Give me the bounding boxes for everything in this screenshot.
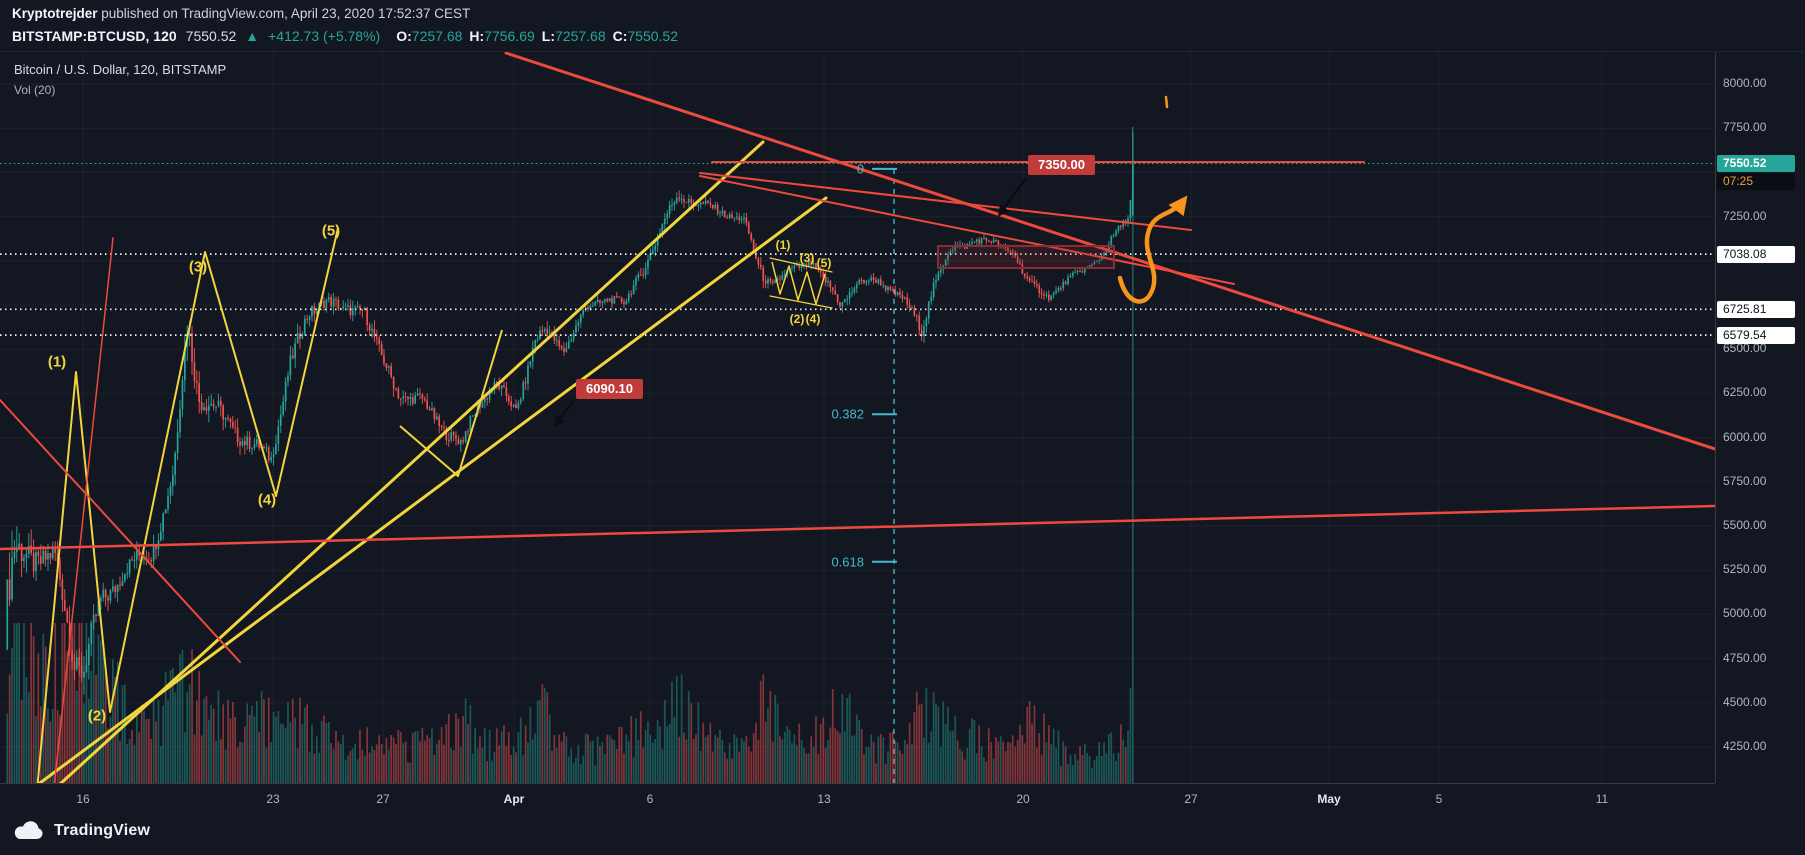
yellow-trendline-upper	[58, 140, 765, 783]
level-price-badge: 6579.54	[1717, 326, 1795, 344]
time-axis-label: 16	[76, 792, 90, 806]
ohlc-value-l: 7257.68	[555, 28, 606, 44]
callout-arrow-1	[553, 399, 575, 427]
ohlc-label-c: C:	[612, 28, 628, 44]
ohlc-value-h: 7756.69	[484, 28, 535, 44]
volume-series	[6, 132, 1134, 783]
time-axis[interactable]: 16 23 27 Apr 6 13 20 27 May 5 11	[0, 783, 1715, 815]
red-support-long	[0, 504, 1715, 551]
level-price-badge: 6725.81	[1717, 300, 1795, 318]
price-change: +412.73 (+5.78%)	[268, 28, 381, 44]
red-left-falling	[0, 399, 241, 663]
legend-symbol-title[interactable]: Bitcoin / U.S. Dollar, 120, BITSTAMP	[14, 62, 227, 77]
header-divider	[0, 51, 1805, 52]
chart-legend: Bitcoin / U.S. Dollar, 120, BITSTAMP Vol…	[14, 62, 226, 97]
red-fan-lower	[699, 175, 1235, 285]
callout-arrow-0	[998, 177, 1028, 217]
price-axis-label: 6500.00	[1723, 341, 1767, 356]
mini-wedge-upper	[769, 257, 833, 273]
time-axis-label: 27	[1184, 792, 1198, 806]
symbol-status-row: BITSTAMP:BTCUSD, 120 7550.52 ▲ +412.73 (…	[12, 28, 678, 44]
time-axis-label: 11	[1595, 792, 1609, 806]
red-trendline-major	[504, 52, 1715, 451]
level-lines	[0, 162, 1715, 336]
orange-tick-mark	[1164, 95, 1169, 109]
price-axis-label: 7750.00	[1723, 120, 1767, 135]
trendline-drawings	[0, 52, 1715, 783]
candlestick-series	[6, 127, 1134, 695]
price-axis-label: 4250.00	[1723, 739, 1767, 753]
price-axis-label: 5000.00	[1723, 606, 1767, 621]
last-price: 7550.52	[185, 28, 237, 44]
time-axis-label: 5	[1435, 792, 1443, 806]
tradingview-logo[interactable]: TradingView	[12, 820, 150, 842]
bar-countdown-badge: 07:25	[1717, 173, 1795, 191]
tradingview-cloud-icon	[14, 821, 43, 840]
fibonacci-retracement	[872, 167, 897, 783]
price-axis-label: 5750.00	[1723, 473, 1767, 488]
red-left-rising	[53, 237, 114, 783]
current-price-badge: 7550.52	[1717, 154, 1795, 172]
wave-v-line	[399, 329, 503, 477]
ohlc-label-h: H:	[469, 28, 485, 44]
ohlc-label-o: O:	[396, 28, 412, 44]
mini-wedge-lower	[769, 295, 833, 309]
time-axis-label: 23	[266, 792, 280, 806]
price-axis-label: 8000.00	[1723, 76, 1767, 90]
price-axis[interactable]: 8000.00 7750.00 7250.00 6500.00 6250.00 6000.…	[1715, 52, 1805, 783]
price-axis-label: 6000.00	[1723, 429, 1767, 444]
price-axis-label: 7250.00	[1723, 208, 1767, 223]
ohlc-value-c: 7550.52	[627, 28, 678, 44]
time-axis-label: Apr	[503, 792, 525, 806]
time-axis-label: 27	[376, 792, 390, 806]
time-axis-label: 6	[646, 792, 654, 806]
ohlc-value-o: 7257.68	[411, 28, 463, 44]
price-axis-label: 4500.00	[1723, 694, 1767, 709]
price-axis-label: 5250.00	[1723, 562, 1767, 577]
level-price-badge: 7038.08	[1717, 245, 1795, 263]
author-name: Kryptotrejder	[12, 6, 98, 21]
price-axis-label: 5500.00	[1723, 518, 1767, 532]
up-triangle-icon: ▲	[245, 28, 260, 44]
publish-info: Kryptotrejder published on TradingView.c…	[12, 6, 470, 21]
elliott-wave-zigzag	[36, 227, 339, 783]
price-axis-label: 4750.00	[1723, 650, 1767, 665]
grid	[0, 52, 1715, 783]
published-text: published on TradingView.com, April 23, …	[97, 6, 471, 21]
time-axis-label: 13	[817, 792, 831, 806]
symbol-interval: BITSTAMP:BTCUSD, 120	[12, 28, 177, 44]
red-fan-upper	[699, 172, 1192, 231]
tradingview-brand-text: TradingView	[54, 822, 151, 839]
small-ending-diagonal	[771, 261, 826, 305]
ohlc-label-l: L:	[541, 28, 555, 44]
price-axis-label: 6250.00	[1723, 385, 1767, 400]
time-axis-label: May	[1317, 792, 1341, 806]
ohlc-values: O:7257.68 H:7756.69 L:7257.68 C:7550.52	[389, 28, 678, 44]
yellow-trendline-lower	[38, 196, 828, 783]
time-axis-label: 20	[1016, 792, 1030, 806]
legend-volume-indicator[interactable]: Vol (20)	[14, 83, 56, 97]
supply-zone-box	[937, 245, 1115, 269]
projection-squiggle-arrow	[1117, 195, 1188, 304]
